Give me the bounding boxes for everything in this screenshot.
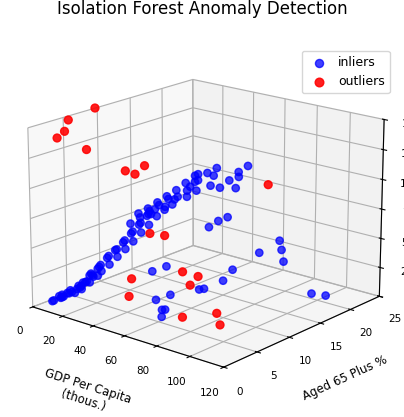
- X-axis label: GDP Per Capita
(thous.): GDP Per Capita (thous.): [38, 367, 133, 417]
- Title: Isolation Forest Anomaly Detection: Isolation Forest Anomaly Detection: [57, 0, 347, 18]
- Y-axis label: Aged 65 Plus %: Aged 65 Plus %: [301, 353, 389, 403]
- Legend: inliers, outliers: inliers, outliers: [301, 51, 389, 93]
